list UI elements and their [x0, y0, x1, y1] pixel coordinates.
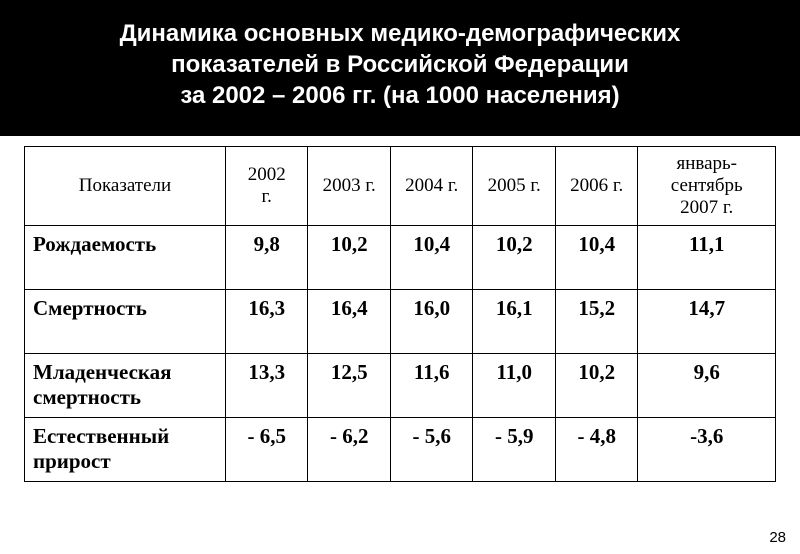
cell: 10,2 [555, 353, 638, 417]
cell: 10,2 [473, 225, 556, 289]
header-2003: 2003 г. [308, 146, 391, 225]
cell: -3,6 [638, 417, 776, 481]
cell: - 6,2 [308, 417, 391, 481]
label-line: Естественный [33, 424, 169, 448]
table-container: Показатели 2002 г. 2003 г. 2004 г. 2005 … [0, 136, 800, 482]
cell: 14,7 [638, 289, 776, 353]
header-2005: 2005 г. [473, 146, 556, 225]
cell: 11,6 [390, 353, 473, 417]
title-bar: Динамика основных медико-демографических… [0, 0, 800, 136]
label-line: прирост [33, 449, 111, 473]
cell: 16,3 [225, 289, 308, 353]
cell: 16,4 [308, 289, 391, 353]
header-2002-l1: 2002 [248, 164, 286, 185]
header-2004: 2004 г. [390, 146, 473, 225]
cell: 11,0 [473, 353, 556, 417]
cell: - 6,5 [225, 417, 308, 481]
data-table: Показатели 2002 г. 2003 г. 2004 г. 2005 … [24, 146, 776, 482]
cell: 9,6 [638, 353, 776, 417]
row-label-natural-growth: Естественный прирост [25, 417, 226, 481]
cell: - 4,8 [555, 417, 638, 481]
title-line-2: показателей в Российской Федерации [30, 49, 770, 80]
title-line-1: Динамика основных медико-демографических [30, 18, 770, 49]
cell: 16,1 [473, 289, 556, 353]
table-row: Рождаемость 9,8 10,2 10,4 10,2 10,4 11,1 [25, 225, 776, 289]
header-2007-l3: 2007 г. [680, 197, 733, 218]
header-2007: январь- сентябрь 2007 г. [638, 146, 776, 225]
page-number: 28 [769, 529, 786, 546]
header-2007-l2: сентябрь [671, 175, 743, 196]
label-line: смертность [33, 385, 141, 409]
cell: 11,1 [638, 225, 776, 289]
cell: - 5,6 [390, 417, 473, 481]
cell: 10,2 [308, 225, 391, 289]
cell: 10,4 [390, 225, 473, 289]
row-label-birthrate: Рождаемость [25, 225, 226, 289]
label-line: Младенческая [33, 360, 172, 384]
table-row: Естественный прирост - 6,5 - 6,2 - 5,6 -… [25, 417, 776, 481]
cell: 15,2 [555, 289, 638, 353]
row-label-mortality: Смертность [25, 289, 226, 353]
row-label-infant-mortality: Младенческая смертность [25, 353, 226, 417]
title-line-3: за 2002 – 2006 гг. (на 1000 населения) [30, 80, 770, 111]
cell: 12,5 [308, 353, 391, 417]
table-header-row: Показатели 2002 г. 2003 г. 2004 г. 2005 … [25, 146, 776, 225]
cell: - 5,9 [473, 417, 556, 481]
header-2002: 2002 г. [225, 146, 308, 225]
cell: 13,3 [225, 353, 308, 417]
table-row: Смертность 16,3 16,4 16,0 16,1 15,2 14,7 [25, 289, 776, 353]
table-row: Младенческая смертность 13,3 12,5 11,6 1… [25, 353, 776, 417]
cell: 9,8 [225, 225, 308, 289]
cell: 16,0 [390, 289, 473, 353]
header-2002-l2: г. [262, 186, 272, 207]
header-2007-l1: январь- [676, 153, 737, 174]
cell: 10,4 [555, 225, 638, 289]
header-2006: 2006 г. [555, 146, 638, 225]
header-indicator: Показатели [25, 146, 226, 225]
